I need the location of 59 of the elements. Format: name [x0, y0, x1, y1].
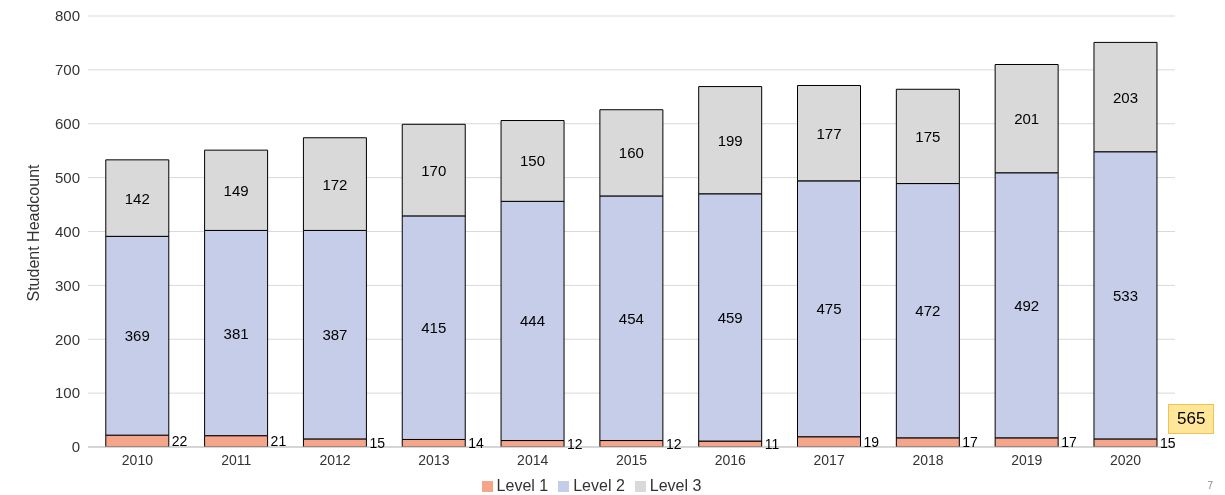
legend-label: Level 1: [496, 477, 549, 494]
x-tick-label: 2013: [418, 451, 450, 468]
data-label: 444: [520, 312, 546, 330]
y-tick-label: 800: [54, 7, 80, 25]
data-label: 17: [1061, 434, 1077, 451]
legend-label: Level 2: [573, 477, 625, 494]
x-tick-label: 2017: [813, 451, 845, 468]
data-label: 415: [421, 319, 447, 337]
y-tick-label: 0: [71, 438, 80, 456]
y-tick-label: 700: [54, 61, 80, 79]
data-label: 533: [1112, 286, 1138, 304]
text: 7: [1207, 480, 1213, 491]
data-label: 454: [618, 309, 644, 327]
y-tick-label: 400: [54, 222, 80, 240]
data-label: 175: [915, 127, 941, 145]
x-tick-label: 2020: [1110, 451, 1142, 468]
data-label: 160: [618, 144, 644, 162]
data-label: 19: [863, 433, 880, 450]
data-label: 475: [816, 300, 842, 318]
y-axis-title: Student Headcount: [24, 163, 42, 302]
x-tick-label: 2014: [517, 451, 549, 468]
data-label: 201: [1014, 110, 1040, 128]
x-tick-label: 2012: [319, 451, 351, 468]
data-label: 177: [816, 124, 842, 142]
x-tick-label: 2019: [1011, 451, 1043, 468]
x-tick-label: 2018: [912, 451, 944, 468]
data-label: 12: [665, 435, 682, 452]
data-label: 172: [322, 175, 348, 193]
data-label: 11: [764, 436, 780, 453]
data-label: 17: [962, 434, 979, 451]
data-label: 12: [567, 435, 583, 452]
data-label: 459: [717, 308, 743, 326]
y-tick-label: 100: [54, 384, 80, 402]
data-label: 22: [171, 433, 188, 450]
x-tick-label: 2010: [121, 451, 154, 468]
data-label: 203: [1112, 88, 1138, 106]
data-label: 142: [124, 189, 150, 207]
data-label: 492: [1014, 296, 1040, 314]
data-label: 199: [717, 131, 743, 149]
x-tick-label: 2015: [615, 451, 648, 468]
data-label: 150: [520, 152, 546, 170]
data-label: 14: [468, 435, 485, 452]
y-tick-label: 200: [54, 330, 80, 348]
data-label: 381: [223, 324, 249, 342]
y-tick-label: 300: [54, 276, 80, 294]
data-label: 170: [421, 161, 447, 179]
text: 565: [1168, 404, 1215, 434]
data-label: 369: [124, 327, 150, 345]
y-tick-label: 600: [54, 115, 80, 133]
x-tick-label: 2016: [714, 451, 747, 468]
data-label: 387: [322, 326, 348, 344]
data-label: 15: [1159, 434, 1176, 451]
data-label: 21: [270, 433, 287, 450]
data-label: 149: [223, 181, 249, 199]
x-tick-label: 2011: [221, 451, 252, 468]
legend-label: Level 3: [649, 477, 702, 494]
y-tick-label: 500: [54, 168, 80, 186]
data-label: 15: [369, 434, 386, 451]
data-label: 472: [915, 302, 941, 320]
